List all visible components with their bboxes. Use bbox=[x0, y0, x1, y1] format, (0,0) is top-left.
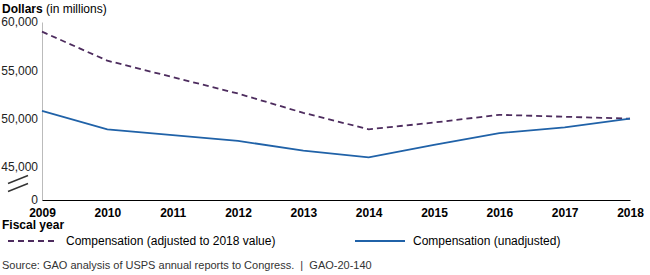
y-tick: 45,000 bbox=[1, 160, 42, 174]
y-tick: 60,000 bbox=[1, 15, 42, 29]
y-tick: 50,000 bbox=[1, 112, 42, 126]
y-tick-label: 45,000 bbox=[1, 160, 38, 174]
series-line bbox=[42, 32, 630, 130]
source-note: Source: GAO analysis of USPS annual repo… bbox=[2, 259, 372, 271]
y-axis-title: Dollars (in millions) bbox=[2, 2, 107, 16]
x-tick-label: 2012 bbox=[225, 206, 252, 220]
axis-break-mark bbox=[8, 184, 28, 192]
x-tick: 2010 bbox=[94, 200, 121, 220]
x-tick: 2009 bbox=[29, 200, 56, 220]
y-tick-label: 50,000 bbox=[1, 112, 38, 126]
x-tick-label: 2016 bbox=[486, 206, 513, 220]
axis-break bbox=[8, 176, 28, 192]
x-axis: 2009 2010 2011 2012 2013 2014 2015 2016 2017 2018 bbox=[29, 200, 644, 220]
axis-break-mark bbox=[8, 176, 28, 184]
x-tick: 2017 bbox=[552, 200, 579, 220]
x-tick-label: 2015 bbox=[421, 206, 448, 220]
legend: Compensation (adjusted to 2018 value) Com… bbox=[8, 234, 560, 248]
y-axis: 045,00050,00055,00060,000 bbox=[1, 15, 42, 207]
chart: 045,00050,00055,00060,000200920102011201… bbox=[0, 0, 650, 275]
x-tick-label: 2010 bbox=[94, 206, 121, 220]
x-tick: 2016 bbox=[486, 200, 513, 220]
x-axis-line bbox=[43, 200, 631, 201]
x-tick-label: 2017 bbox=[552, 206, 579, 220]
x-tick: 2012 bbox=[225, 200, 252, 220]
x-tick-label: 2014 bbox=[356, 206, 383, 220]
x-tick-label: 2011 bbox=[160, 206, 186, 220]
y-tick-label: 60,000 bbox=[1, 15, 38, 29]
legend-swatch bbox=[8, 240, 58, 242]
x-tick: 2011 bbox=[160, 200, 186, 220]
x-axis-title: Fiscal year bbox=[2, 218, 64, 232]
x-tick-label: 2013 bbox=[290, 206, 317, 220]
x-tick: 2015 bbox=[421, 200, 448, 220]
y-tick: 55,000 bbox=[1, 64, 42, 78]
x-tick: 2014 bbox=[356, 200, 383, 220]
legend-swatch bbox=[355, 240, 405, 242]
x-tick: 2018 bbox=[617, 200, 644, 220]
series-line bbox=[42, 111, 630, 157]
y-tick-label: 55,000 bbox=[1, 64, 38, 78]
x-tick: 2013 bbox=[290, 200, 317, 220]
legend-label: Compensation (unadjusted) bbox=[413, 234, 560, 248]
legend-label: Compensation (adjusted to 2018 value) bbox=[66, 234, 275, 248]
plot-area bbox=[42, 32, 630, 158]
x-tick-label: 2018 bbox=[617, 206, 644, 220]
